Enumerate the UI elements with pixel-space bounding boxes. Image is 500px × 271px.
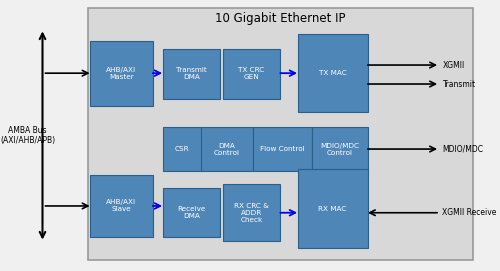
FancyBboxPatch shape	[312, 127, 368, 171]
Text: TX MAC: TX MAC	[318, 70, 346, 76]
Text: Transmit
DMA: Transmit DMA	[176, 67, 206, 80]
Text: AHB/AXI
Slave: AHB/AXI Slave	[106, 199, 136, 212]
Text: CSR: CSR	[174, 146, 190, 152]
Text: Flow Control: Flow Control	[260, 146, 304, 152]
FancyBboxPatch shape	[162, 49, 220, 99]
FancyBboxPatch shape	[222, 184, 280, 241]
Text: AHB/AXI
Master: AHB/AXI Master	[106, 67, 136, 80]
Text: Receive
DMA: Receive DMA	[177, 206, 206, 219]
FancyBboxPatch shape	[88, 8, 472, 260]
FancyBboxPatch shape	[222, 49, 280, 99]
Text: RX CRC &
ADDR
Check: RX CRC & ADDR Check	[234, 203, 268, 223]
Text: TX CRC
GEN: TX CRC GEN	[238, 67, 264, 80]
FancyBboxPatch shape	[162, 127, 202, 171]
FancyBboxPatch shape	[252, 127, 312, 171]
Text: 10 Gigabit Ethernet IP: 10 Gigabit Ethernet IP	[215, 12, 345, 25]
FancyBboxPatch shape	[162, 188, 220, 237]
FancyBboxPatch shape	[298, 34, 368, 112]
Text: MDIO/MDC: MDIO/MDC	[442, 144, 484, 154]
FancyBboxPatch shape	[202, 127, 252, 171]
FancyBboxPatch shape	[90, 41, 152, 106]
Text: XGMII Receive: XGMII Receive	[442, 208, 497, 217]
FancyBboxPatch shape	[298, 169, 368, 248]
Text: MDIO/MDC
Control: MDIO/MDC Control	[320, 143, 359, 156]
Text: AMBA Bus
(AXI/AHB/APB): AMBA Bus (AXI/AHB/APB)	[0, 126, 55, 145]
Text: DMA
Control: DMA Control	[214, 143, 240, 156]
Text: RX MAC: RX MAC	[318, 206, 346, 212]
FancyBboxPatch shape	[90, 175, 152, 237]
Text: Transmit: Transmit	[442, 79, 476, 89]
Text: XGMII: XGMII	[442, 60, 465, 70]
